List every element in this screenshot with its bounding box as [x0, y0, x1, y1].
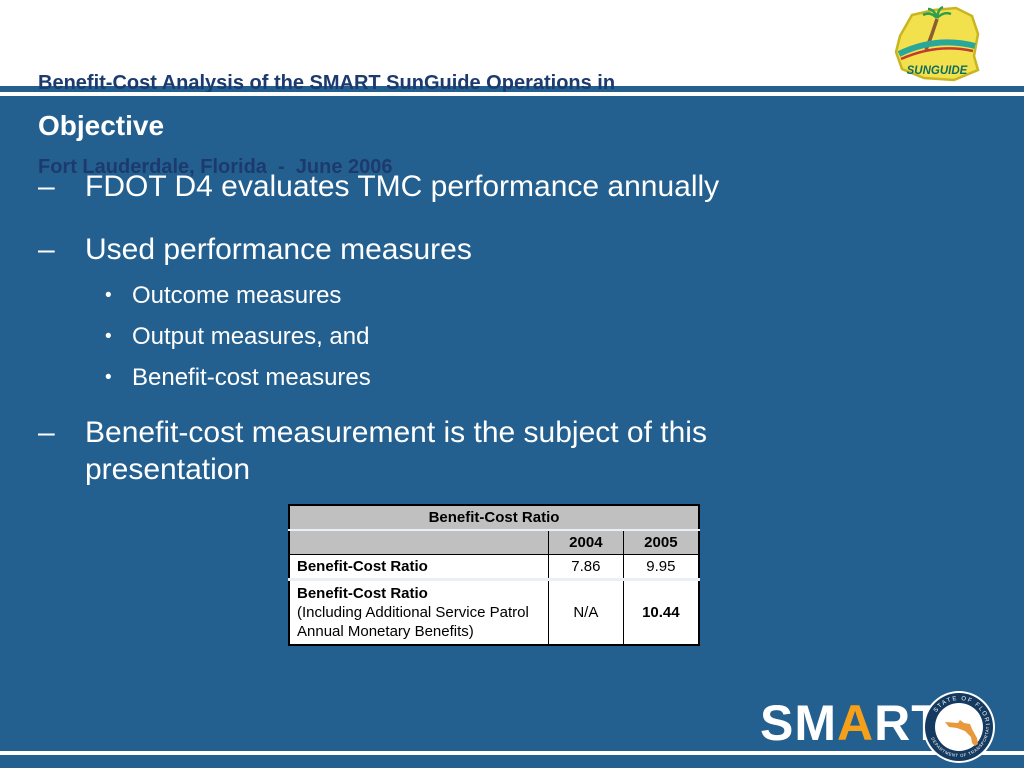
dot-bullet-icon: • — [105, 326, 112, 347]
bullet-item: – Benefit-cost measurement is the subject… — [38, 414, 825, 488]
dash-bullet-icon: – — [38, 416, 55, 449]
sunguide-logo-icon: SUNGUIDE — [894, 6, 980, 82]
table-header-row: 2004 2005 — [288, 529, 700, 555]
row-label: Benefit-Cost Ratio — [288, 554, 549, 581]
row-label: Benefit-Cost Ratio (Including Additional… — [288, 579, 549, 646]
smart-logo-accent-letter: A — [837, 695, 875, 751]
table-header-empty — [288, 529, 549, 555]
table-row: Benefit-Cost Ratio 7.86 9.95 — [288, 554, 700, 581]
fdot-seal-icon: STATE OF FLORIDA DEPARTMENT OF TRANSPORT… — [922, 690, 995, 763]
bullet-text: Used performance measures — [85, 233, 472, 266]
slide-title: Benefit-Cost Analysis of the SMART SunGu… — [38, 13, 615, 237]
bullet-item: – FDOT D4 evaluates TMC performance annua… — [38, 168, 825, 205]
palm-fronds-icon — [922, 6, 952, 19]
sub-bullet-item: • Outcome measures — [105, 281, 341, 311]
florida-map-icon — [945, 720, 978, 746]
dash-bullet-icon: – — [38, 170, 55, 203]
row-value-2004: N/A — [548, 579, 624, 646]
sub-bullet-item: • Benefit-cost measures — [105, 363, 371, 393]
footer-divider-line — [0, 751, 1024, 755]
dot-bullet-icon: • — [105, 367, 112, 388]
bullet-text: Benefit-cost measurement is the subject … — [85, 416, 707, 486]
table-header-2005: 2005 — [622, 529, 700, 555]
bullet-text: Output measures, and — [132, 323, 370, 350]
bullet-item: – Used performance measures — [38, 231, 825, 268]
benefit-cost-ratio-table: Benefit-Cost Ratio 2004 2005 Benefit-Cos… — [288, 504, 700, 646]
header-divider-line — [0, 92, 1024, 96]
row-value-2004: 7.86 — [548, 554, 624, 581]
row-value-2005: 9.95 — [622, 554, 700, 581]
table-row: Benefit-Cost Ratio (Including Additional… — [288, 579, 700, 646]
sub-bullet-item: • Output measures, and — [105, 322, 369, 352]
table-header-2004: 2004 — [548, 529, 624, 555]
row-value-2005: 10.44 — [622, 579, 700, 646]
sunguide-logo-text: SUNGUIDE — [907, 65, 968, 77]
bullet-text: Outcome measures — [132, 282, 342, 309]
table-title-row: Benefit-Cost Ratio — [288, 504, 700, 531]
smart-logo: SMARTSM — [760, 694, 960, 752]
section-heading: Objective — [38, 110, 165, 141]
slide-title-line2: Fort Lauderdale, Florida - June 2006 — [38, 156, 393, 178]
smart-logo-text: SM — [760, 695, 837, 751]
row-label-note: (Including Additional Service Patrol Ann… — [297, 604, 529, 640]
bullet-text: Benefit-cost measures — [132, 364, 371, 391]
table-title: Benefit-Cost Ratio — [288, 504, 700, 531]
header-band: Benefit-Cost Analysis of the SMART SunGu… — [0, 0, 1024, 178]
row-label-main: Benefit-Cost Ratio — [297, 585, 428, 602]
bullet-text: FDOT D4 evaluates TMC performance annual… — [85, 170, 720, 203]
slide-title-line1: Benefit-Cost Analysis of the SMART SunGu… — [38, 72, 616, 94]
dash-bullet-icon: – — [38, 233, 55, 266]
dot-bullet-icon: • — [105, 285, 112, 306]
